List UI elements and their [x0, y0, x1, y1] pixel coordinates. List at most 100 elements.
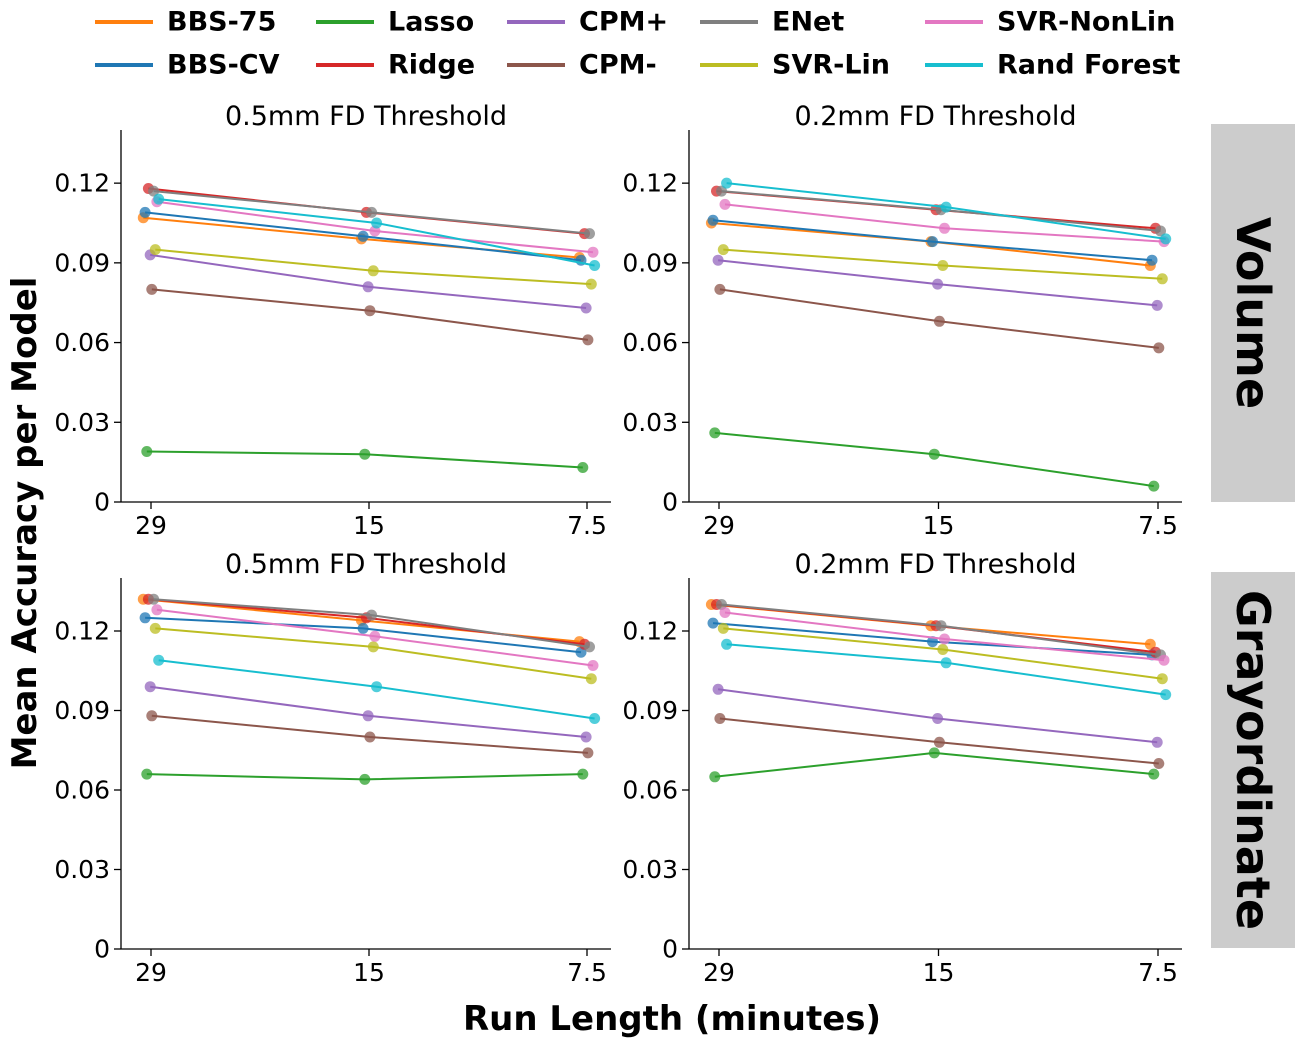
data-point-rand-forest: [589, 260, 601, 271]
data-point-rand-forest: [153, 193, 165, 205]
data-point-svr-nonlin: [369, 630, 381, 642]
panel-4: 0.2mm FD Threshold 0 0.03 0.06 0.09 0.12 29 15 7…: [622, 549, 1182, 987]
data-point-enet: [584, 641, 595, 653]
panel-title: 0.5mm FD Threshold: [225, 549, 507, 580]
data-point-enet: [148, 185, 160, 197]
y-tick-label: 0.12: [54, 169, 110, 198]
data-point-cpm: [362, 710, 374, 722]
series-cpm: [712, 254, 1163, 311]
data-point-cpm: [932, 713, 944, 724]
data-point-cpm: [362, 281, 374, 293]
strip-grayordinate: [1211, 572, 1295, 948]
series-svr-lin: [717, 622, 1168, 685]
series-enet: [148, 593, 595, 653]
data-point-cpm: [1153, 342, 1165, 354]
data-point-svr-nonlin: [939, 222, 950, 234]
row-label-grayordinate: Grayordinate: [1226, 590, 1280, 930]
x-tick-label: 15: [923, 958, 955, 987]
series-svr-lin: [149, 244, 597, 290]
data-point-svr-lin: [585, 278, 597, 290]
x-tick-label: 7.5: [1138, 958, 1178, 987]
data-point-enet: [716, 185, 727, 197]
data-point-svr-nonlin: [1158, 654, 1170, 666]
series-rand-forest: [153, 654, 601, 724]
series-bbs-cv: [139, 206, 587, 266]
data-point-cpm: [146, 710, 158, 722]
x-tick-label: 7.5: [1138, 511, 1178, 540]
series-cpm: [144, 249, 592, 314]
data-point-cpm: [582, 747, 594, 759]
series-enet: [148, 185, 595, 240]
data-point-svr-lin: [1156, 673, 1168, 685]
legend-label-svr-nonlin: SVR-NonLin: [997, 7, 1175, 38]
data-point-rand-forest: [940, 657, 952, 669]
series-lasso: [141, 446, 589, 473]
panel-1: 0.5mm FD Threshold 0 0.03 0.06 0.09 0.12 29 15 7…: [54, 101, 611, 540]
data-point-rand-forest: [721, 638, 733, 650]
data-point-bbs-cv: [357, 622, 369, 634]
y-tick-label: 0.12: [622, 617, 678, 646]
data-point-rand-forest: [1160, 233, 1172, 245]
data-point-lasso: [1148, 480, 1160, 492]
series-cpm: [146, 710, 594, 759]
y-tick-label: 0.09: [622, 696, 678, 725]
data-point-rand-forest: [371, 681, 383, 693]
data-point-cpm: [712, 254, 724, 266]
panel-title: 0.2mm FD Threshold: [794, 549, 1076, 580]
series-cpm: [712, 683, 1163, 748]
data-point-cpm: [364, 305, 376, 317]
data-point-bbs-cv: [139, 612, 151, 624]
data-point-cpm: [144, 681, 156, 693]
legend-label-enet: ENet: [772, 7, 844, 38]
panel-title: 0.2mm FD Threshold: [794, 101, 1076, 132]
data-point-svr-nonlin: [587, 660, 599, 671]
y-tick-label: 0.09: [622, 248, 678, 277]
data-point-svr-lin: [149, 622, 161, 634]
data-point-cpm: [146, 283, 158, 295]
data-point-bbs-cv: [707, 214, 719, 226]
data-point-cpm: [1153, 758, 1165, 769]
legend-label-cpm: CPM+: [579, 7, 668, 38]
data-point-lasso: [709, 771, 721, 783]
y-axis-label: Mean Accuracy per Model: [5, 277, 45, 770]
series-cpm: [714, 283, 1165, 354]
series-lasso: [709, 427, 1160, 492]
data-point-svr-nonlin: [939, 633, 950, 645]
legend-label-rand-forest: Rand Forest: [997, 50, 1181, 81]
y-tick-label: 0.12: [54, 617, 110, 646]
panel-2: 0.2mm FD Threshold 0 0.03 0.06 0.09 0.12 29 15 7…: [622, 101, 1182, 540]
data-point-svr-nonlin: [151, 604, 163, 616]
legend-label-bbs-75: BBS-75: [167, 7, 276, 38]
series-svr-nonlin: [719, 607, 1170, 666]
data-point-cpm: [932, 278, 944, 290]
y-tick-label: 0.06: [622, 776, 678, 805]
data-point-enet: [584, 228, 595, 240]
row-label-volume: Volume: [1226, 217, 1280, 409]
data-point-lasso: [577, 462, 589, 473]
y-tick-label: 0.03: [622, 855, 678, 884]
data-point-cpm: [712, 683, 724, 695]
x-tick-label: 15: [353, 511, 385, 540]
data-point-cpm: [1151, 299, 1163, 311]
data-point-cpm: [714, 713, 726, 724]
data-point-rand-forest: [153, 654, 165, 666]
data-point-bbs-cv: [927, 236, 938, 248]
data-point-bbs-75: [1144, 638, 1156, 650]
data-point-svr-lin: [1156, 273, 1168, 285]
data-point-svr-lin: [585, 673, 597, 685]
data-point-cpm: [933, 736, 945, 748]
data-point-cpm: [1151, 736, 1163, 748]
legend-label-lasso: Lasso: [388, 7, 474, 38]
y-tick-label: 0.09: [54, 248, 110, 277]
data-point-svr-nonlin: [587, 246, 599, 258]
data-point-bbs-cv: [139, 206, 151, 218]
series-bbs-cv: [707, 214, 1158, 266]
legend-label-cpm: CPM-: [579, 50, 657, 81]
data-point-svr-lin: [367, 641, 379, 653]
x-tick-label: 15: [923, 511, 955, 540]
data-point-svr-lin: [937, 260, 949, 271]
data-point-lasso: [141, 446, 153, 457]
data-point-lasso: [928, 747, 940, 759]
y-tick-label: 0: [662, 488, 678, 517]
x-tick-label: 29: [135, 511, 167, 540]
